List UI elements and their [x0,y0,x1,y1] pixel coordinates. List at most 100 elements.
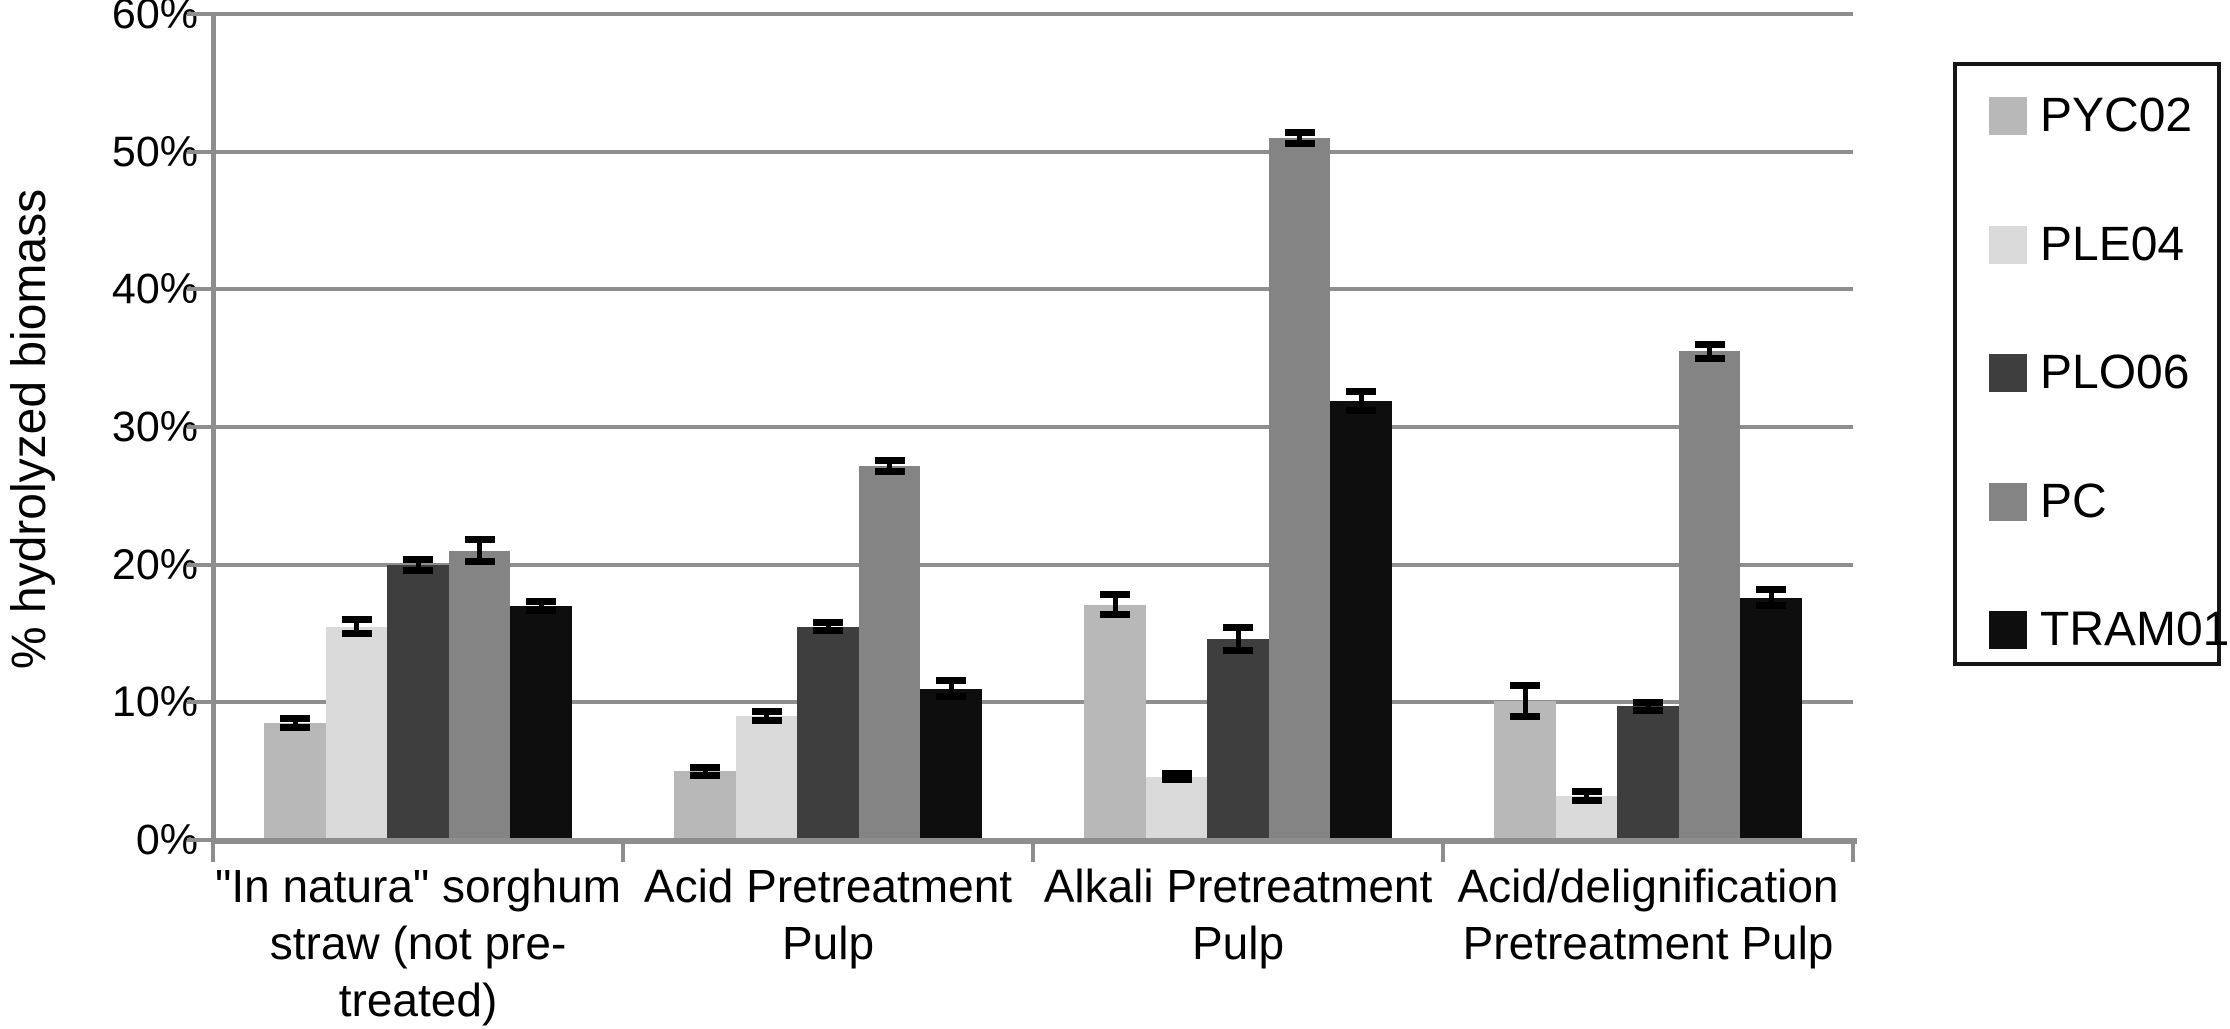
legend-label: TRAM01 [2040,603,2230,656]
y-tick-mark [187,838,213,842]
bar [1330,400,1392,840]
gridline [213,12,1853,16]
error-bar-cap [1756,585,1786,593]
error-bar-cap [1510,712,1540,720]
error-bar-cap [280,715,310,723]
error-bar-cap [1223,624,1253,632]
error-bar-cap [464,558,495,566]
legend-label: PC [2040,474,2107,528]
error-bar-cap [1346,387,1376,395]
error-bar-cap [1100,610,1130,618]
bar [1740,597,1802,840]
legend-label: PYC02 [2040,89,2193,142]
y-tick-label: 40% [111,265,198,314]
error-bar [825,622,831,631]
y-tick-mark [187,425,213,429]
category-label: Acid Pretreatment Pulp [643,860,1013,969]
error-bar [1707,344,1712,359]
error-bar-cap [526,598,556,606]
x-tick-mark [621,842,625,862]
error-bar [477,539,482,562]
error-bar [1522,685,1528,717]
gridline [213,425,1853,429]
bar [1494,700,1556,840]
error-bar [1112,594,1118,615]
error-bar-cap [1633,707,1663,715]
bar [920,688,982,840]
bar-chart-figure: % hydrolyzed biomass 0% 10% 20% 30% 40% 50% 60… [3,0,2230,1026]
y-tick-mark [187,562,213,567]
error-bar-cap [1284,128,1315,136]
x-tick-mark [1441,842,1445,862]
error-bar-cap [1284,139,1315,147]
legend-swatch [1989,225,2027,264]
bar [1207,639,1269,840]
error-bar-cap [526,606,556,614]
y-tick-mark [187,149,213,154]
bar [1678,351,1741,840]
gridline [213,287,1853,292]
error-bar [1235,627,1241,650]
legend-item: PLO06 [1989,349,2211,397]
y-tick-mark [187,287,213,292]
y-axis-line [211,12,216,842]
x-tick-mark [1031,842,1035,862]
category-label: Acid/delignification Pretreatment Pulp [1457,860,1839,969]
y-tick-label: 30% [111,403,198,451]
y-tick-mark [187,12,213,16]
legend-swatch [1989,482,2027,521]
legend-swatch [1989,97,2027,135]
error-bar-cap [341,630,372,637]
x-tick-mark [211,842,215,862]
gridline [213,700,1853,705]
y-tick-label: 0% [135,816,198,864]
legend-item: PLE04 [1989,217,2211,271]
gridline [213,149,1853,154]
error-bar-cap [1571,788,1602,796]
error-bar [1297,132,1302,144]
error-bar [292,718,298,728]
bar [325,626,388,840]
error-bar-cap [1510,682,1540,690]
error-bar-cap [1571,796,1602,804]
bar [448,550,511,840]
error-bar-cap [751,716,782,724]
error-bar-cap [813,618,843,626]
error-bar-cap [1694,340,1725,348]
plot-area [213,12,1853,840]
legend-label: PLE04 [2040,217,2185,271]
error-bar [354,619,359,634]
y-tick-label: 60% [111,0,198,38]
error-bar [1645,702,1651,711]
error-bar-cap [1161,770,1192,778]
y-tick-mark [187,700,213,705]
error-bar-cap [1223,646,1253,654]
error-bar-cap [751,708,782,716]
legend-item: PYC02 [1989,92,2211,140]
error-bar [702,767,708,776]
error-bar [415,559,421,571]
legend-label: PLO06 [2040,346,2190,399]
error-bar [538,601,544,611]
bar [1617,706,1679,840]
error-bar-cap [936,693,966,701]
error-bar-cap [874,456,905,464]
error-bar-cap [341,616,372,624]
error-bar-cap [813,627,843,635]
legend-swatch [1989,611,2027,649]
error-bar-cap [690,763,720,771]
error-bar-cap [1346,406,1376,414]
error-bar-cap [690,771,720,779]
error-bar [1358,391,1364,411]
error-bar [1584,791,1589,801]
error-bar [764,711,769,721]
bar [858,465,921,840]
category-label: "In natura" sorghum straw (not pre-treate… [215,860,621,1026]
bar [387,564,449,840]
y-tick-label: 50% [111,127,198,176]
bar [674,771,736,840]
bar [1145,776,1208,840]
bar [510,605,572,840]
error-bar-cap [1100,591,1130,599]
error-bar-cap [464,536,495,544]
